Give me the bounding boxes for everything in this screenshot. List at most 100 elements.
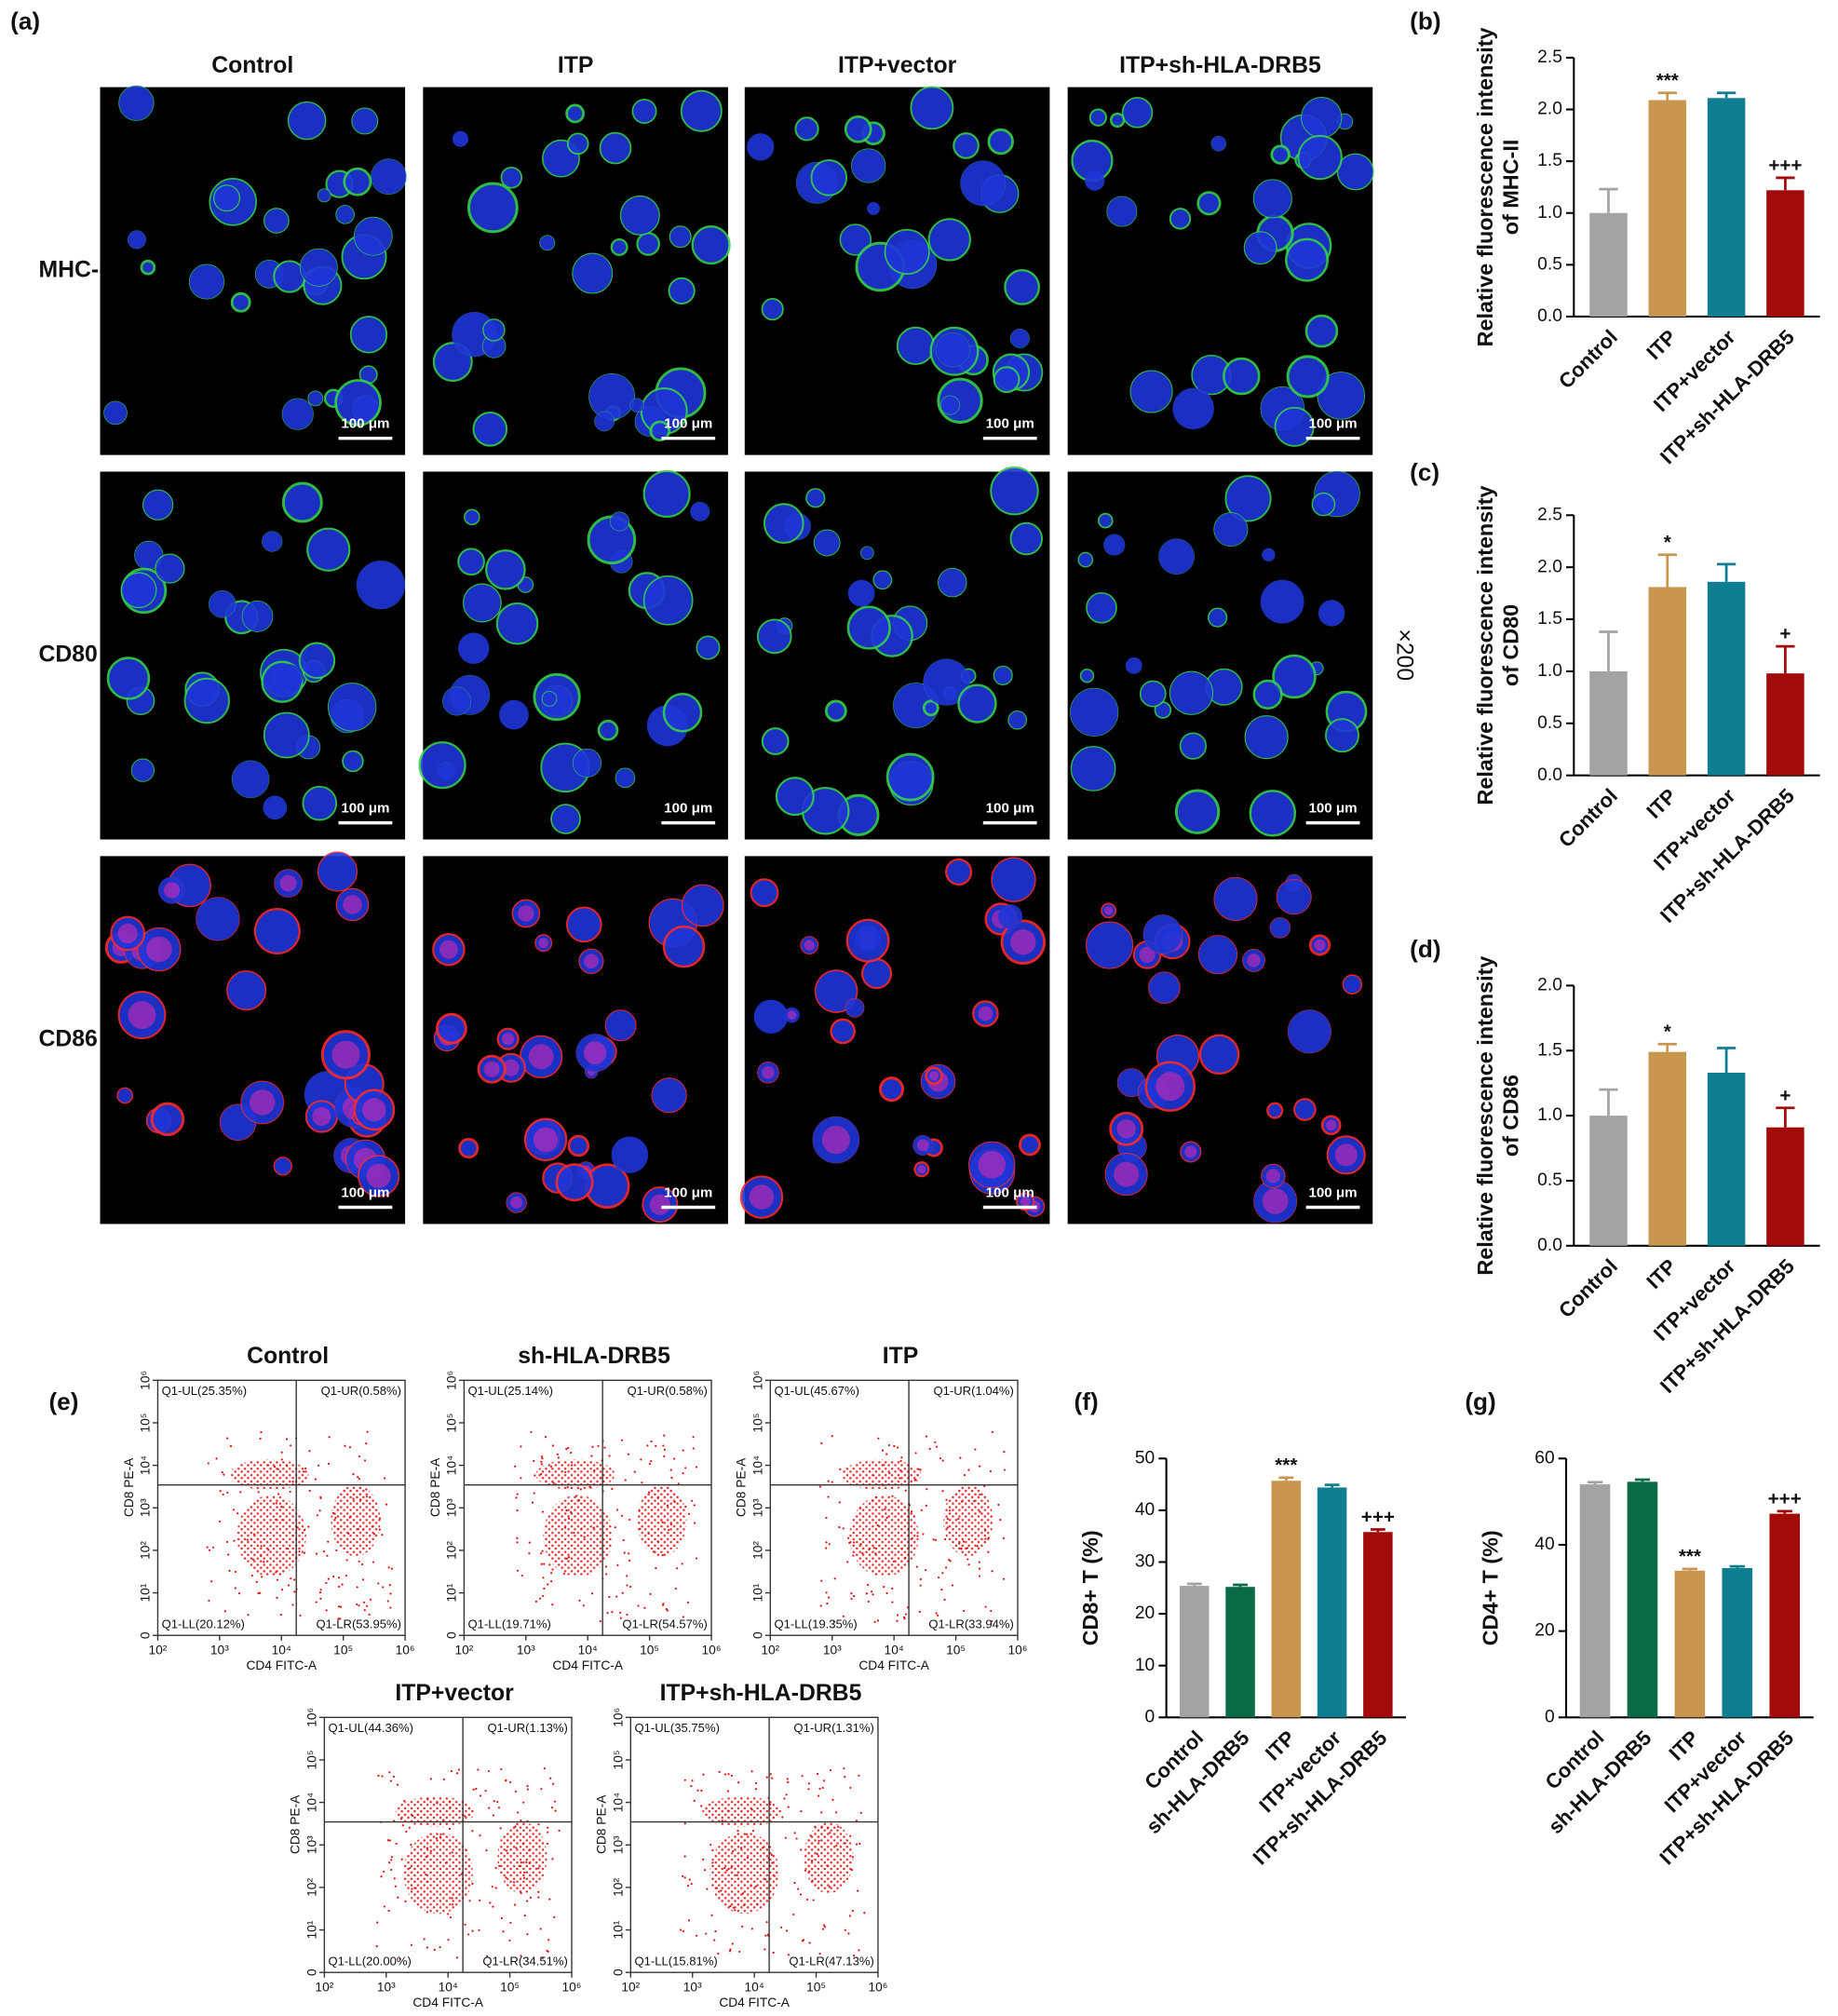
- scale-bar-label: 100 μm: [341, 800, 389, 816]
- event: [741, 1925, 744, 1928]
- event: [307, 1525, 310, 1528]
- event: [426, 1880, 428, 1884]
- event: [844, 1842, 846, 1845]
- event: [279, 1613, 282, 1617]
- event: [910, 1510, 913, 1513]
- cell-cluster: [1148, 971, 1181, 1004]
- event: [648, 1491, 651, 1494]
- event: [877, 1437, 880, 1440]
- quadrant-label: Q1-UR(1.04%): [933, 1384, 1013, 1398]
- event: [520, 1955, 522, 1957]
- stain: [804, 940, 815, 951]
- event: [700, 1789, 703, 1793]
- quadrant-label: Q1-LL(20.00%): [329, 1955, 412, 1969]
- cell-cluster: [1287, 1009, 1331, 1054]
- cell-cluster: [263, 711, 310, 759]
- event: [799, 1893, 803, 1896]
- event: [505, 1779, 507, 1782]
- cell-cluster: [761, 298, 784, 321]
- stain: [978, 1151, 1007, 1179]
- x-tick-label: 10³: [517, 1643, 535, 1657]
- event: [828, 1596, 831, 1599]
- cell-cluster: [649, 420, 670, 442]
- event: [787, 1780, 790, 1784]
- event: [807, 1788, 810, 1791]
- event: [538, 1597, 542, 1600]
- event: [426, 1798, 429, 1801]
- event: [615, 1509, 619, 1511]
- event: [925, 1569, 927, 1572]
- y-tick-label: 10¹: [139, 1583, 153, 1602]
- event: [812, 1899, 815, 1901]
- event: [328, 1436, 331, 1439]
- event: [448, 1800, 451, 1803]
- event: [832, 1620, 836, 1623]
- cell-cluster: [500, 166, 523, 189]
- event: [553, 1800, 557, 1803]
- cell-cluster: [1088, 108, 1108, 127]
- cell-cluster: [1179, 732, 1208, 760]
- event: [280, 1506, 283, 1509]
- event: [682, 1929, 685, 1933]
- event: [941, 1490, 944, 1493]
- event: [668, 1529, 670, 1532]
- event-cloud: [396, 1796, 476, 1828]
- cell-cluster: [208, 589, 237, 618]
- event: [206, 1546, 209, 1549]
- event: [385, 1503, 388, 1506]
- cell-cluster: [636, 232, 660, 256]
- event: [540, 1472, 543, 1476]
- event: [228, 1569, 231, 1572]
- event: [344, 1444, 346, 1447]
- event: [394, 1885, 397, 1887]
- event: [756, 1903, 759, 1906]
- stain: [502, 1033, 515, 1046]
- cell-cluster: [196, 897, 240, 941]
- event: [844, 1928, 846, 1931]
- y-tick-label: 10³: [139, 1498, 153, 1517]
- event: [546, 1949, 548, 1953]
- event: [223, 1473, 225, 1476]
- event: [666, 1609, 669, 1612]
- cell-cluster: [550, 804, 581, 834]
- micrograph: 100 μm: [739, 856, 1050, 1224]
- cell-cluster: [230, 291, 251, 313]
- event: [564, 1470, 567, 1474]
- cell-cluster: [993, 665, 1013, 685]
- event: [604, 1565, 608, 1568]
- event: [818, 1485, 822, 1488]
- stain: [1020, 1196, 1031, 1207]
- cell-cluster: [1223, 357, 1261, 396]
- event-cloud: [710, 1832, 779, 1915]
- event: [829, 1769, 832, 1772]
- event: [619, 1617, 622, 1619]
- plot-title: ITP+vector: [395, 1681, 514, 1706]
- event: [793, 1832, 796, 1834]
- event: [378, 1528, 381, 1531]
- panel-label: (a): [10, 7, 40, 35]
- event: [732, 1906, 736, 1909]
- quadrant-label: Q1-UL(44.36%): [329, 1721, 413, 1735]
- event: [308, 1489, 311, 1493]
- micrograph: 100 μm: [423, 856, 728, 1224]
- stain: [331, 1040, 360, 1069]
- cell-cluster: [844, 115, 872, 143]
- event: [823, 1926, 827, 1928]
- cell-cluster: [588, 372, 636, 420]
- cell-cluster: [226, 970, 267, 1011]
- event: [831, 1481, 833, 1483]
- event: [936, 1445, 939, 1448]
- event: [551, 1782, 555, 1785]
- event: [405, 1830, 408, 1833]
- y-tick-label: 10¹: [305, 1920, 319, 1939]
- event: [946, 1526, 949, 1529]
- cell-cluster: [1158, 538, 1195, 575]
- event: [962, 1540, 965, 1543]
- event: [516, 1493, 519, 1495]
- cell-cluster: [1079, 669, 1095, 683]
- event: [915, 1565, 918, 1568]
- event: [280, 1589, 284, 1591]
- event: [358, 1454, 361, 1458]
- event: [900, 1456, 903, 1459]
- event: [945, 1498, 948, 1501]
